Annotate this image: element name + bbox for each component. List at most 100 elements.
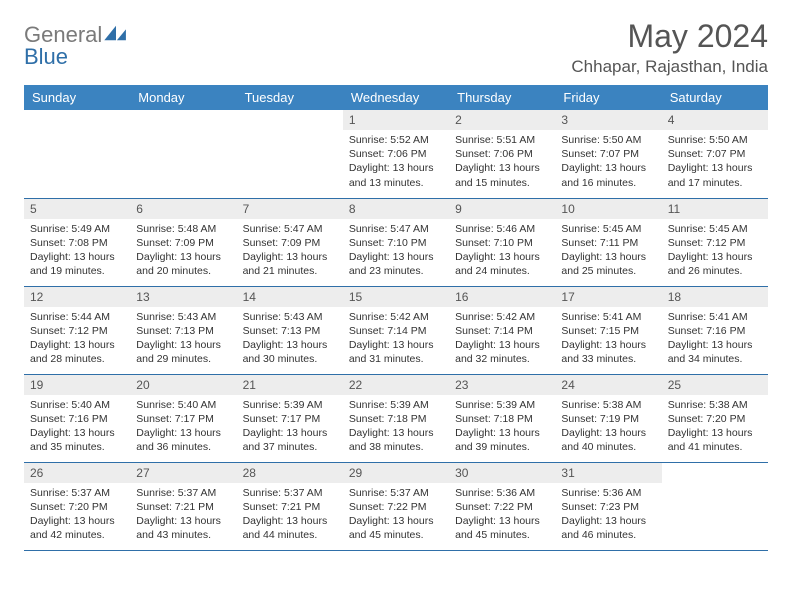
- day-details: Sunrise: 5:42 AMSunset: 7:14 PMDaylight:…: [449, 307, 555, 373]
- day-number: 9: [449, 199, 555, 219]
- day-number: 2: [449, 110, 555, 130]
- day-header: Sunday: [24, 85, 130, 110]
- day-number: 30: [449, 463, 555, 483]
- day-details: Sunrise: 5:40 AMSunset: 7:17 PMDaylight:…: [130, 395, 236, 461]
- day-details: Sunrise: 5:41 AMSunset: 7:16 PMDaylight:…: [662, 307, 768, 373]
- day-number: 18: [662, 287, 768, 307]
- calendar-day-cell: 3Sunrise: 5:50 AMSunset: 7:07 PMDaylight…: [555, 110, 661, 198]
- calendar-header-row: SundayMondayTuesdayWednesdayThursdayFrid…: [24, 85, 768, 110]
- day-number: 27: [130, 463, 236, 483]
- day-details: Sunrise: 5:43 AMSunset: 7:13 PMDaylight:…: [237, 307, 343, 373]
- day-details: Sunrise: 5:44 AMSunset: 7:12 PMDaylight:…: [24, 307, 130, 373]
- day-number: 31: [555, 463, 661, 483]
- day-number: 4: [662, 110, 768, 130]
- day-details: Sunrise: 5:36 AMSunset: 7:22 PMDaylight:…: [449, 483, 555, 549]
- day-number: 7: [237, 199, 343, 219]
- day-details: Sunrise: 5:46 AMSunset: 7:10 PMDaylight:…: [449, 219, 555, 285]
- day-number: 17: [555, 287, 661, 307]
- calendar-day-cell: [662, 462, 768, 550]
- day-details: Sunrise: 5:45 AMSunset: 7:11 PMDaylight:…: [555, 219, 661, 285]
- day-details: Sunrise: 5:39 AMSunset: 7:18 PMDaylight:…: [449, 395, 555, 461]
- logo-sail-icon: [104, 24, 128, 46]
- calendar-day-cell: 20Sunrise: 5:40 AMSunset: 7:17 PMDayligh…: [130, 374, 236, 462]
- day-details: Sunrise: 5:39 AMSunset: 7:17 PMDaylight:…: [237, 395, 343, 461]
- day-number: 23: [449, 375, 555, 395]
- calendar-day-cell: 27Sunrise: 5:37 AMSunset: 7:21 PMDayligh…: [130, 462, 236, 550]
- day-header: Friday: [555, 85, 661, 110]
- calendar-day-cell: 26Sunrise: 5:37 AMSunset: 7:20 PMDayligh…: [24, 462, 130, 550]
- day-number: 28: [237, 463, 343, 483]
- day-number: 15: [343, 287, 449, 307]
- calendar-day-cell: [130, 110, 236, 198]
- calendar-day-cell: 8Sunrise: 5:47 AMSunset: 7:10 PMDaylight…: [343, 198, 449, 286]
- day-number: 24: [555, 375, 661, 395]
- day-number: 6: [130, 199, 236, 219]
- day-details: Sunrise: 5:41 AMSunset: 7:15 PMDaylight:…: [555, 307, 661, 373]
- day-details: Sunrise: 5:36 AMSunset: 7:23 PMDaylight:…: [555, 483, 661, 549]
- day-details: Sunrise: 5:43 AMSunset: 7:13 PMDaylight:…: [130, 307, 236, 373]
- day-details: Sunrise: 5:38 AMSunset: 7:19 PMDaylight:…: [555, 395, 661, 461]
- calendar-day-cell: 5Sunrise: 5:49 AMSunset: 7:08 PMDaylight…: [24, 198, 130, 286]
- calendar-day-cell: 31Sunrise: 5:36 AMSunset: 7:23 PMDayligh…: [555, 462, 661, 550]
- calendar-day-cell: 18Sunrise: 5:41 AMSunset: 7:16 PMDayligh…: [662, 286, 768, 374]
- calendar-day-cell: 7Sunrise: 5:47 AMSunset: 7:09 PMDaylight…: [237, 198, 343, 286]
- day-number: 8: [343, 199, 449, 219]
- day-number: 11: [662, 199, 768, 219]
- calendar-week-row: 26Sunrise: 5:37 AMSunset: 7:20 PMDayligh…: [24, 462, 768, 550]
- calendar-body: 1Sunrise: 5:52 AMSunset: 7:06 PMDaylight…: [24, 110, 768, 550]
- day-header: Saturday: [662, 85, 768, 110]
- day-details: Sunrise: 5:50 AMSunset: 7:07 PMDaylight:…: [555, 130, 661, 196]
- page-subtitle: Chhapar, Rajasthan, India: [571, 57, 768, 77]
- calendar-day-cell: 9Sunrise: 5:46 AMSunset: 7:10 PMDaylight…: [449, 198, 555, 286]
- day-header: Wednesday: [343, 85, 449, 110]
- calendar-week-row: 5Sunrise: 5:49 AMSunset: 7:08 PMDaylight…: [24, 198, 768, 286]
- calendar-week-row: 19Sunrise: 5:40 AMSunset: 7:16 PMDayligh…: [24, 374, 768, 462]
- day-number: 14: [237, 287, 343, 307]
- calendar-day-cell: 14Sunrise: 5:43 AMSunset: 7:13 PMDayligh…: [237, 286, 343, 374]
- calendar-day-cell: 21Sunrise: 5:39 AMSunset: 7:17 PMDayligh…: [237, 374, 343, 462]
- day-header: Tuesday: [237, 85, 343, 110]
- calendar-table: SundayMondayTuesdayWednesdayThursdayFrid…: [24, 85, 768, 551]
- calendar-day-cell: 13Sunrise: 5:43 AMSunset: 7:13 PMDayligh…: [130, 286, 236, 374]
- logo-text-blue: Blue: [24, 46, 128, 68]
- calendar-day-cell: 22Sunrise: 5:39 AMSunset: 7:18 PMDayligh…: [343, 374, 449, 462]
- day-details: Sunrise: 5:51 AMSunset: 7:06 PMDaylight:…: [449, 130, 555, 196]
- calendar-day-cell: [24, 110, 130, 198]
- day-header: Thursday: [449, 85, 555, 110]
- day-details: Sunrise: 5:39 AMSunset: 7:18 PMDaylight:…: [343, 395, 449, 461]
- day-number: 22: [343, 375, 449, 395]
- day-number: 1: [343, 110, 449, 130]
- day-details: Sunrise: 5:49 AMSunset: 7:08 PMDaylight:…: [24, 219, 130, 285]
- calendar-day-cell: 12Sunrise: 5:44 AMSunset: 7:12 PMDayligh…: [24, 286, 130, 374]
- day-number: 25: [662, 375, 768, 395]
- day-number: 5: [24, 199, 130, 219]
- day-details: Sunrise: 5:37 AMSunset: 7:20 PMDaylight:…: [24, 483, 130, 549]
- calendar-week-row: 12Sunrise: 5:44 AMSunset: 7:12 PMDayligh…: [24, 286, 768, 374]
- logo-text-general: General: [24, 24, 102, 46]
- page-title: May 2024: [571, 18, 768, 55]
- header: GeneralBlue May 2024 Chhapar, Rajasthan,…: [24, 18, 768, 77]
- calendar-day-cell: 29Sunrise: 5:37 AMSunset: 7:22 PMDayligh…: [343, 462, 449, 550]
- day-number: 10: [555, 199, 661, 219]
- calendar-day-cell: [237, 110, 343, 198]
- day-number: 29: [343, 463, 449, 483]
- day-number: 13: [130, 287, 236, 307]
- day-details: Sunrise: 5:37 AMSunset: 7:21 PMDaylight:…: [237, 483, 343, 549]
- day-details: Sunrise: 5:42 AMSunset: 7:14 PMDaylight:…: [343, 307, 449, 373]
- day-details: Sunrise: 5:37 AMSunset: 7:21 PMDaylight:…: [130, 483, 236, 549]
- day-details: Sunrise: 5:45 AMSunset: 7:12 PMDaylight:…: [662, 219, 768, 285]
- calendar-day-cell: 19Sunrise: 5:40 AMSunset: 7:16 PMDayligh…: [24, 374, 130, 462]
- day-number: 21: [237, 375, 343, 395]
- calendar-day-cell: 30Sunrise: 5:36 AMSunset: 7:22 PMDayligh…: [449, 462, 555, 550]
- calendar-day-cell: 23Sunrise: 5:39 AMSunset: 7:18 PMDayligh…: [449, 374, 555, 462]
- calendar-day-cell: 11Sunrise: 5:45 AMSunset: 7:12 PMDayligh…: [662, 198, 768, 286]
- day-details: Sunrise: 5:40 AMSunset: 7:16 PMDaylight:…: [24, 395, 130, 461]
- calendar-day-cell: 10Sunrise: 5:45 AMSunset: 7:11 PMDayligh…: [555, 198, 661, 286]
- calendar-day-cell: 15Sunrise: 5:42 AMSunset: 7:14 PMDayligh…: [343, 286, 449, 374]
- day-details: Sunrise: 5:38 AMSunset: 7:20 PMDaylight:…: [662, 395, 768, 461]
- day-header: Monday: [130, 85, 236, 110]
- day-number: 26: [24, 463, 130, 483]
- day-details: Sunrise: 5:50 AMSunset: 7:07 PMDaylight:…: [662, 130, 768, 196]
- calendar-day-cell: 17Sunrise: 5:41 AMSunset: 7:15 PMDayligh…: [555, 286, 661, 374]
- day-number: 19: [24, 375, 130, 395]
